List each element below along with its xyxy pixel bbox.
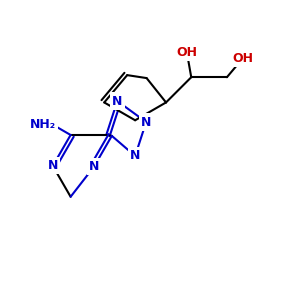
Text: NH₂: NH₂ (30, 118, 56, 131)
Ellipse shape (179, 49, 195, 57)
Ellipse shape (236, 54, 250, 62)
Text: N: N (112, 94, 122, 108)
Text: OH: OH (176, 46, 197, 59)
Text: OH: OH (232, 52, 254, 64)
Text: N: N (48, 159, 58, 172)
Text: N: N (130, 149, 140, 162)
Text: N: N (89, 160, 99, 173)
Text: N: N (141, 116, 151, 128)
